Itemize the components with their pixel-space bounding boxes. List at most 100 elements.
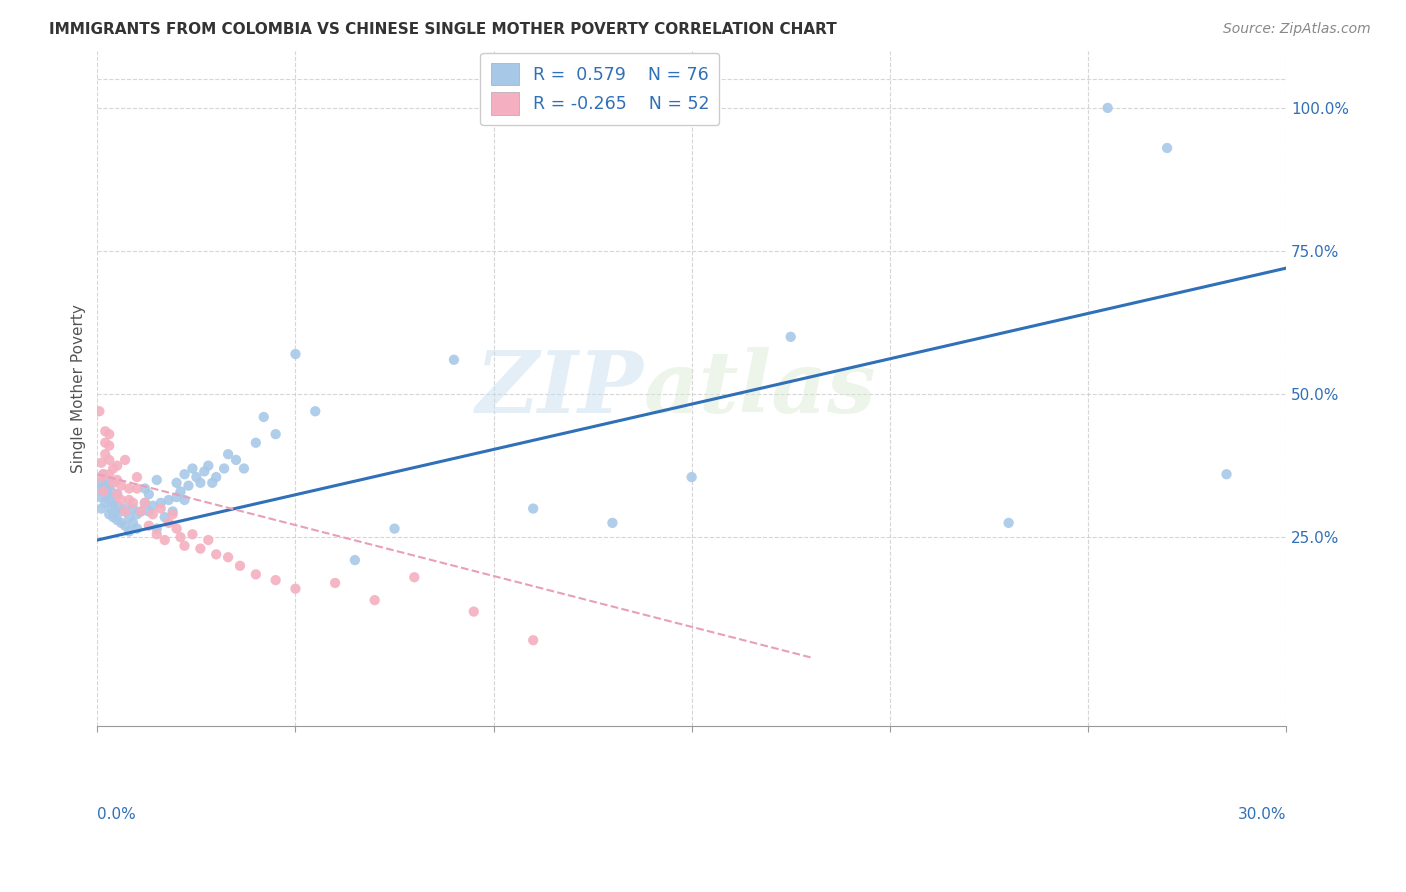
- Point: [146, 527, 169, 541]
- Point: [157, 516, 180, 530]
- Point: [105, 487, 128, 501]
- Point: [118, 524, 141, 539]
- Point: [98, 467, 121, 482]
- Point: [118, 493, 141, 508]
- Point: [149, 496, 172, 510]
- Point: [142, 508, 165, 522]
- Point: [162, 504, 184, 518]
- Point: [94, 496, 117, 510]
- Point: [186, 470, 208, 484]
- Point: [122, 501, 145, 516]
- Point: [105, 473, 128, 487]
- Point: [90, 470, 112, 484]
- Point: [190, 475, 212, 490]
- Point: [225, 453, 247, 467]
- Point: [245, 567, 267, 582]
- Point: [166, 490, 188, 504]
- Point: [681, 470, 703, 484]
- Point: [522, 633, 544, 648]
- Text: Source: ZipAtlas.com: Source: ZipAtlas.com: [1223, 22, 1371, 37]
- Point: [1156, 141, 1178, 155]
- Point: [98, 478, 121, 492]
- Point: [157, 493, 180, 508]
- Point: [197, 458, 219, 473]
- Point: [114, 504, 136, 518]
- Point: [343, 553, 366, 567]
- Point: [98, 427, 121, 442]
- Point: [173, 493, 195, 508]
- Point: [122, 516, 145, 530]
- Point: [779, 330, 801, 344]
- Point: [138, 504, 160, 518]
- Point: [264, 573, 287, 587]
- Point: [138, 518, 160, 533]
- Point: [304, 404, 326, 418]
- Point: [110, 478, 132, 492]
- Point: [91, 484, 114, 499]
- Point: [166, 475, 188, 490]
- Point: [125, 470, 148, 484]
- Point: [100, 501, 122, 516]
- Text: 0.0%: 0.0%: [97, 807, 136, 822]
- Point: [1215, 467, 1237, 482]
- Point: [229, 558, 252, 573]
- Point: [177, 478, 200, 492]
- Point: [98, 453, 121, 467]
- Point: [114, 453, 136, 467]
- Point: [94, 478, 117, 492]
- Point: [153, 510, 176, 524]
- Point: [90, 501, 112, 516]
- Point: [125, 522, 148, 536]
- Point: [105, 487, 128, 501]
- Point: [264, 427, 287, 442]
- Point: [363, 593, 385, 607]
- Point: [129, 504, 152, 518]
- Point: [190, 541, 212, 556]
- Point: [146, 522, 169, 536]
- Point: [153, 533, 176, 547]
- Point: [98, 439, 121, 453]
- Point: [201, 475, 224, 490]
- Point: [118, 510, 141, 524]
- Point: [110, 516, 132, 530]
- Point: [253, 409, 276, 424]
- Point: [90, 456, 112, 470]
- Point: [193, 464, 215, 478]
- Point: [122, 496, 145, 510]
- Point: [114, 501, 136, 516]
- Text: IMMIGRANTS FROM COLOMBIA VS CHINESE SINGLE MOTHER POVERTY CORRELATION CHART: IMMIGRANTS FROM COLOMBIA VS CHINESE SING…: [49, 22, 837, 37]
- Point: [205, 470, 228, 484]
- Point: [96, 487, 118, 501]
- Point: [602, 516, 624, 530]
- Point: [146, 473, 169, 487]
- Point: [149, 501, 172, 516]
- Point: [284, 582, 307, 596]
- Point: [323, 576, 346, 591]
- Point: [217, 447, 239, 461]
- Point: [169, 484, 191, 499]
- Point: [134, 496, 156, 510]
- Point: [91, 484, 114, 499]
- Point: [125, 508, 148, 522]
- Y-axis label: Single Mother Poverty: Single Mother Poverty: [72, 304, 86, 473]
- Point: [166, 522, 188, 536]
- Point: [98, 508, 121, 522]
- Point: [89, 404, 111, 418]
- Point: [443, 352, 465, 367]
- Point: [134, 482, 156, 496]
- Point: [114, 518, 136, 533]
- Point: [138, 487, 160, 501]
- Point: [162, 508, 184, 522]
- Text: ZIP: ZIP: [477, 347, 644, 430]
- Point: [103, 461, 125, 475]
- Point: [197, 533, 219, 547]
- Point: [245, 435, 267, 450]
- Point: [110, 493, 132, 508]
- Point: [91, 467, 114, 482]
- Point: [384, 522, 406, 536]
- Point: [142, 499, 165, 513]
- Point: [103, 510, 125, 524]
- Point: [94, 425, 117, 439]
- Point: [96, 473, 118, 487]
- Point: [105, 458, 128, 473]
